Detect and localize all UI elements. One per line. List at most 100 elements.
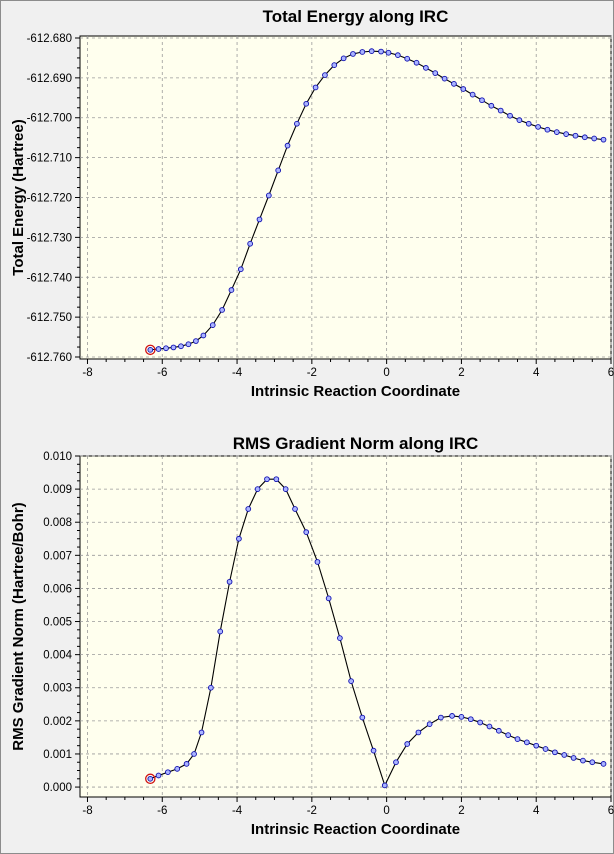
data-point[interactable] [147, 775, 154, 782]
data-point[interactable] [404, 741, 411, 747]
data-point[interactable] [477, 719, 483, 726]
data-point[interactable] [580, 757, 586, 764]
data-point[interactable] [561, 752, 568, 758]
data-point[interactable] [600, 761, 607, 767]
data-point[interactable] [163, 345, 169, 352]
data-point[interactable] [495, 727, 502, 734]
data-point[interactable] [441, 75, 448, 82]
data-point[interactable] [292, 506, 298, 512]
data-point[interactable] [516, 117, 523, 123]
data-point[interactable] [209, 322, 216, 328]
data-point[interactable] [415, 729, 422, 736]
x-axis-label: Intrinsic Reaction Coordinate [251, 821, 460, 838]
data-point[interactable] [542, 746, 549, 752]
data-point[interactable] [359, 714, 366, 721]
data-point[interactable] [155, 346, 162, 352]
data-point[interactable] [314, 559, 321, 565]
data-point[interactable] [245, 506, 252, 512]
data-point[interactable] [563, 131, 569, 137]
data-point[interactable] [423, 65, 429, 71]
data-point[interactable] [467, 716, 474, 723]
data-point[interactable] [254, 486, 261, 492]
data-point[interactable] [505, 732, 512, 738]
data-point[interactable] [273, 476, 280, 483]
data-point[interactable] [589, 759, 596, 766]
data-point[interactable] [426, 721, 433, 728]
data-point[interactable] [432, 70, 439, 76]
data-point[interactable] [200, 332, 207, 339]
data-point[interactable] [155, 772, 162, 779]
data-point[interactable] [303, 529, 310, 535]
data-point[interactable] [217, 628, 224, 635]
data-point[interactable] [350, 51, 356, 57]
y-tick-label: 0.004 [43, 650, 72, 662]
data-point[interactable] [581, 134, 588, 141]
data-point[interactable] [256, 216, 263, 223]
data-point[interactable] [451, 81, 457, 87]
data-point[interactable] [600, 136, 607, 143]
data-point[interactable] [312, 84, 319, 91]
data-point[interactable] [284, 142, 291, 149]
data-point[interactable] [413, 59, 420, 66]
data-point[interactable] [193, 338, 199, 344]
data-point[interactable] [322, 72, 328, 78]
data-point[interactable] [524, 739, 530, 746]
data-point[interactable] [178, 343, 184, 350]
data-point[interactable] [303, 100, 310, 107]
data-point[interactable] [337, 635, 343, 641]
data-point[interactable] [198, 729, 205, 736]
data-point[interactable] [395, 52, 401, 58]
data-point[interactable] [486, 723, 493, 730]
data-point[interactable] [191, 751, 197, 757]
data-point[interactable] [570, 755, 577, 761]
data-point[interactable] [247, 240, 253, 247]
data-point[interactable] [368, 48, 375, 55]
data-point[interactable] [174, 766, 181, 772]
data-point[interactable] [236, 535, 242, 542]
data-point[interactable] [514, 736, 521, 742]
data-point[interactable] [535, 124, 541, 130]
data-point[interactable] [458, 714, 465, 720]
data-point[interactable] [228, 287, 235, 293]
data-point[interactable] [165, 769, 171, 776]
data-point[interactable] [404, 55, 411, 62]
data-point[interactable] [544, 126, 551, 133]
data-point[interactable] [525, 120, 532, 127]
data-point[interactable] [479, 97, 485, 104]
data-point[interactable] [147, 346, 154, 353]
data-point[interactable] [208, 684, 214, 691]
data-point[interactable] [381, 782, 388, 789]
data-point[interactable] [185, 341, 192, 348]
data-point[interactable] [237, 266, 244, 273]
data-point[interactable] [533, 742, 540, 749]
data-point[interactable] [449, 713, 455, 719]
data-point[interactable] [294, 120, 300, 127]
data-point[interactable] [275, 167, 282, 174]
data-point[interactable] [264, 476, 270, 483]
data-point[interactable] [572, 132, 579, 139]
data-point[interactable] [265, 192, 272, 199]
data-point[interactable] [378, 48, 384, 55]
data-point[interactable] [340, 55, 347, 62]
data-point[interactable] [219, 307, 225, 313]
data-point[interactable] [170, 344, 177, 351]
data-point[interactable] [385, 49, 392, 56]
data-point[interactable] [226, 578, 233, 585]
data-point[interactable] [553, 129, 560, 135]
data-point[interactable] [469, 91, 476, 98]
data-point[interactable] [507, 112, 513, 119]
data-point[interactable] [438, 714, 444, 721]
data-point[interactable] [393, 759, 399, 766]
data-point[interactable] [348, 678, 354, 684]
data-point[interactable] [183, 761, 190, 767]
data-point[interactable] [552, 749, 558, 756]
data-point[interactable] [460, 86, 467, 92]
data-point[interactable] [359, 49, 366, 55]
data-point[interactable] [282, 486, 289, 492]
data-point[interactable] [325, 595, 332, 602]
data-point[interactable] [591, 135, 598, 142]
data-point[interactable] [497, 107, 504, 114]
data-point[interactable] [331, 62, 338, 68]
data-point[interactable] [370, 747, 377, 754]
data-point[interactable] [488, 102, 495, 109]
